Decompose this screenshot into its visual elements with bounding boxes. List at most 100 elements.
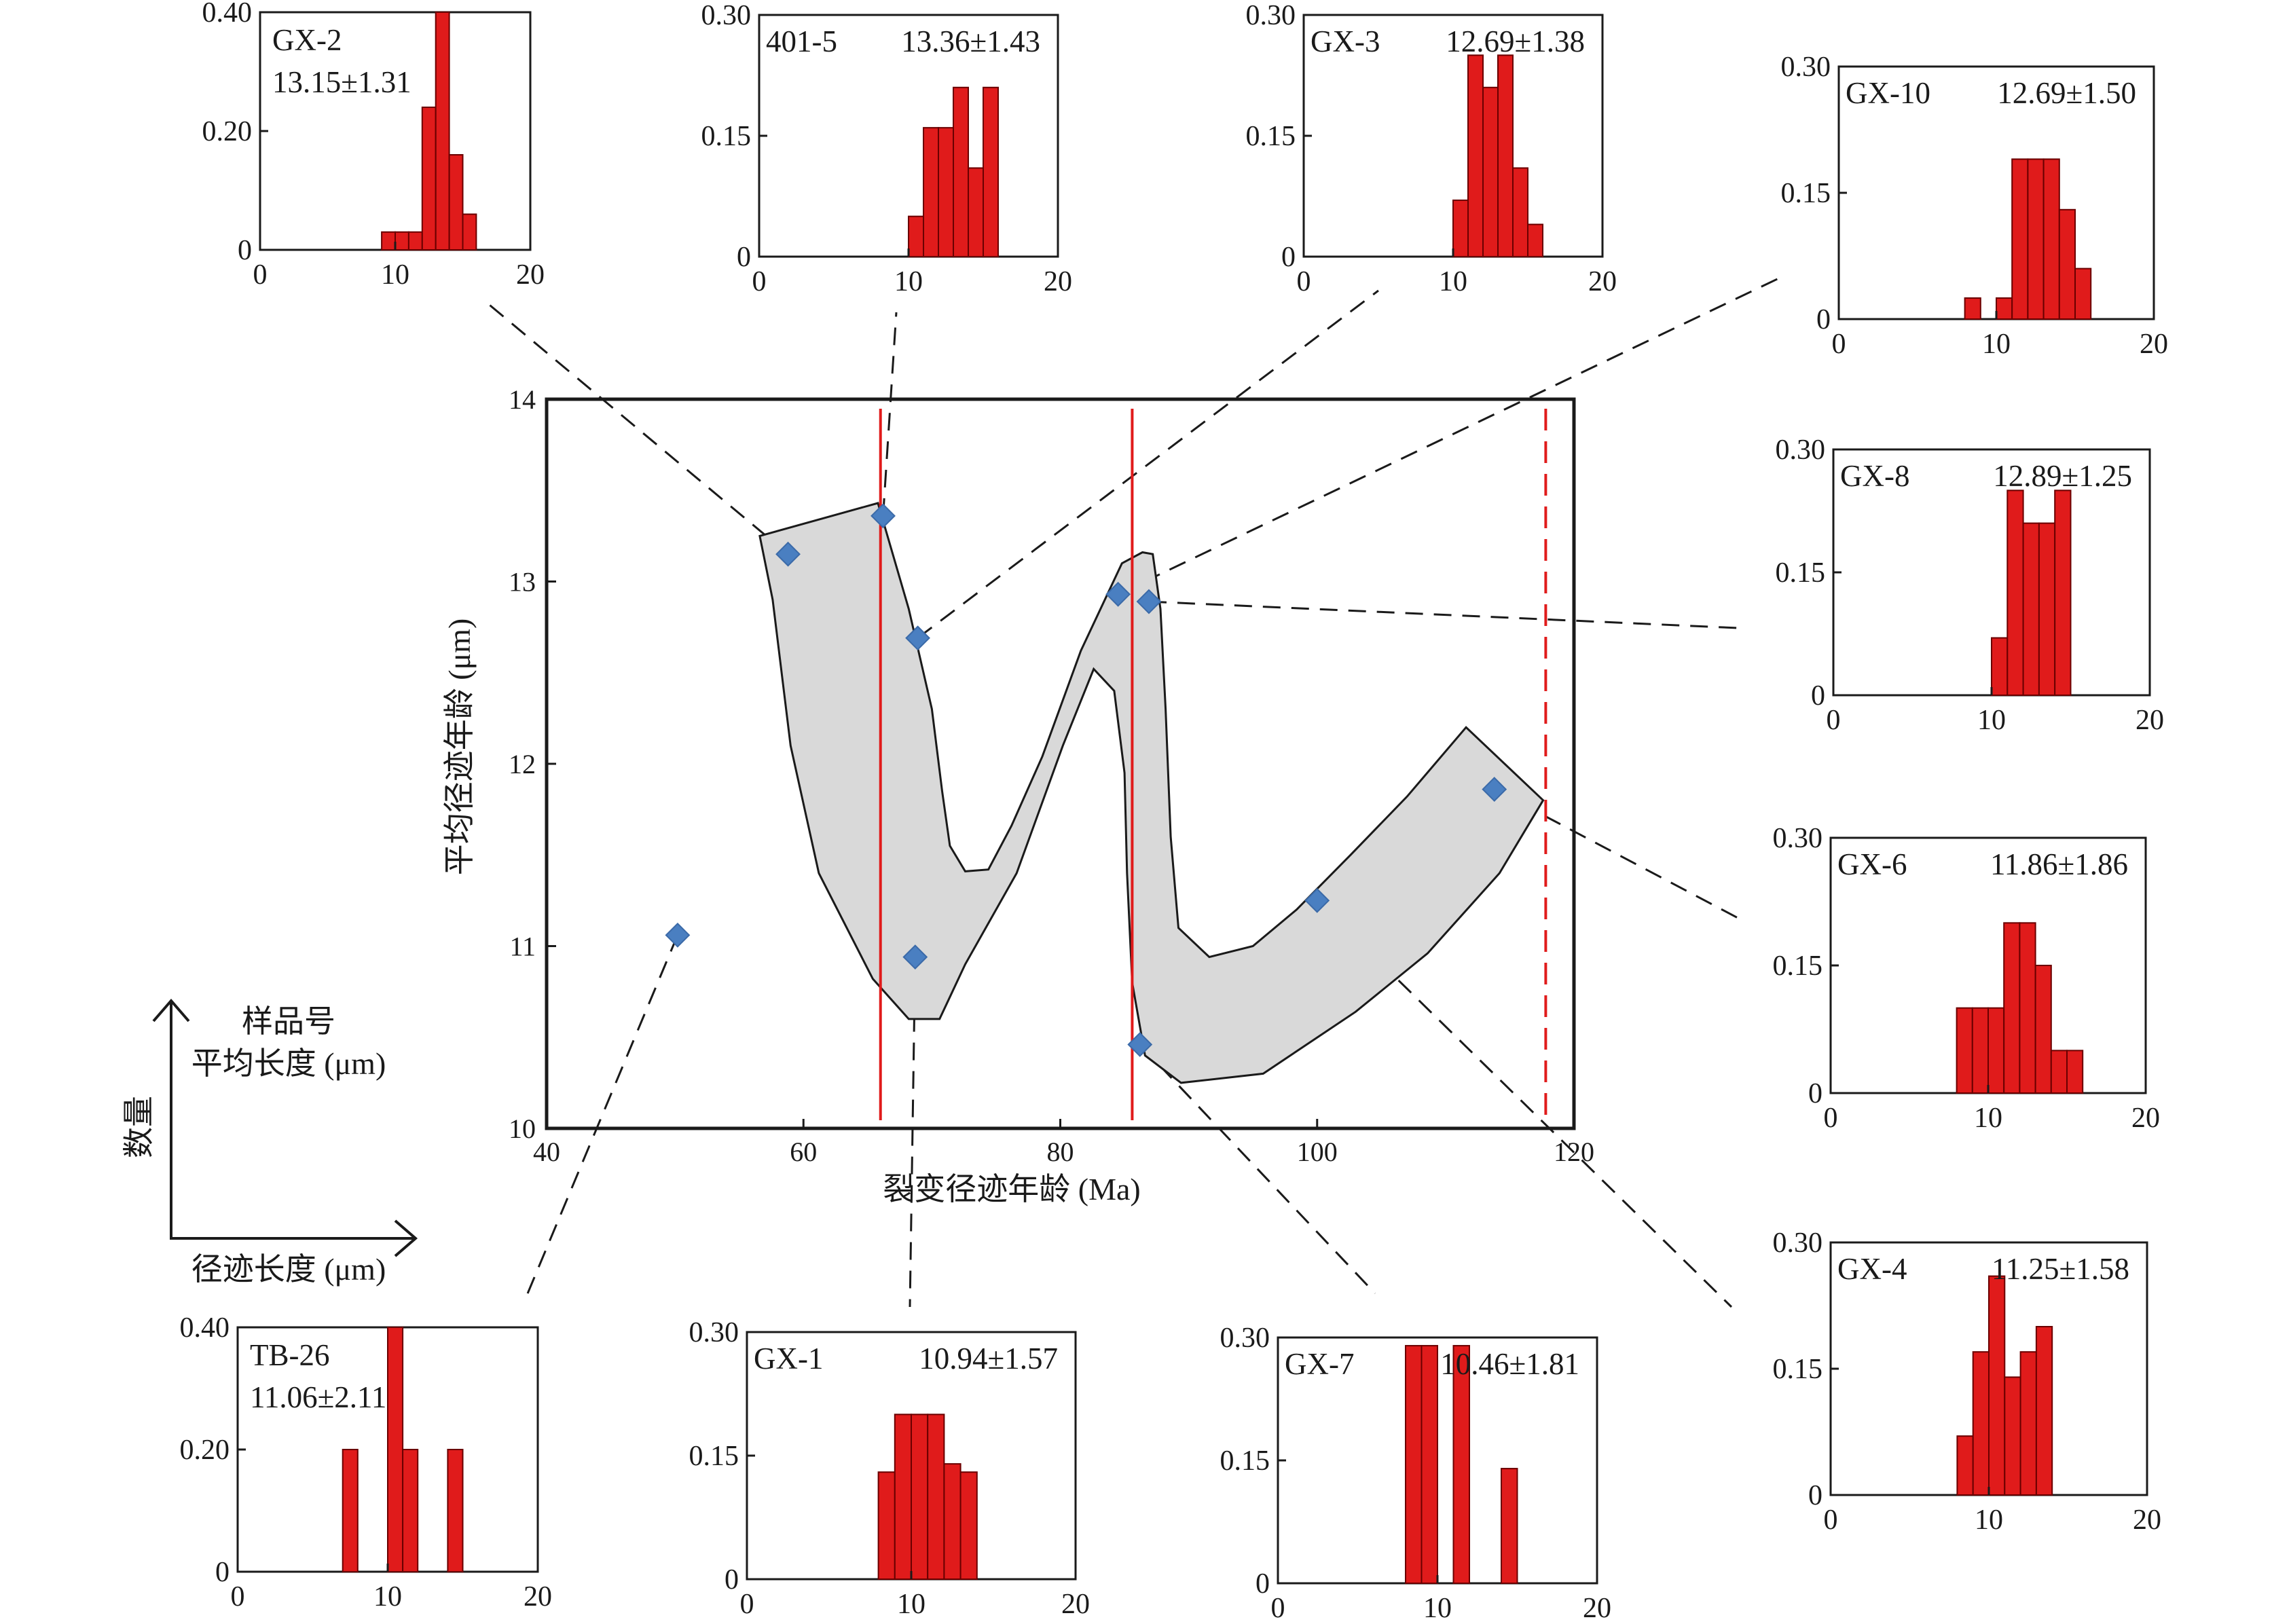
histogram-y-tick-label: 0.15 [689, 1441, 739, 1472]
histogram-bar [421, 107, 437, 251]
axis-ticks: 40 60 80 100 120 10 11 12 13 14 [509, 384, 1594, 1167]
leader-line-gx-6 [1494, 788, 1742, 921]
histogram-y-tick-label: 0 [737, 242, 751, 273]
histogram-x-tick-label: 0 [1824, 1505, 1838, 1536]
histogram-y-tick-label: 0.20 [202, 116, 253, 147]
histogram-bar [1971, 1007, 1990, 1094]
x-tick-label: 100 [1297, 1137, 1338, 1167]
histogram-bar [923, 127, 939, 257]
histogram-x-tick-label: 10 [381, 259, 409, 291]
histogram-x-tick-label: 20 [1061, 1589, 1090, 1620]
x-axis-title: 裂变径迹年龄 (Ma) [883, 1172, 1140, 1206]
histogram-bar [2022, 522, 2040, 696]
histogram-bar [2007, 490, 2024, 696]
histogram-bar [2074, 267, 2092, 320]
histogram-x-tick-label: 10 [1439, 266, 1467, 297]
leader-line-gx-10 [1117, 274, 1787, 595]
histogram-bar [959, 1471, 978, 1580]
data-points [665, 503, 1507, 1057]
histogram-x-tick-label: 20 [2140, 329, 2168, 360]
histogram-bar [2066, 1050, 2084, 1094]
histogram-y-tick-label: 0.40 [202, 0, 253, 29]
x-tick-label: 80 [1047, 1137, 1074, 1167]
histogram-sample-label: GX-4 [1837, 1252, 1907, 1286]
histogram-x-tick-label: 20 [2133, 1505, 2161, 1536]
leader-line-401-5 [882, 312, 898, 516]
histogram-bar [1452, 1345, 1470, 1584]
shaded-region [758, 502, 1545, 1084]
histogram-x-tick-label: 0 [253, 259, 268, 291]
histogram-bar [447, 1449, 464, 1572]
histogram-x-tick-label: 0 [1271, 1593, 1285, 1624]
histogram-bar [2003, 922, 2021, 1094]
x-tick-label: 120 [1554, 1137, 1594, 1167]
histogram-x-tick-label: 10 [894, 266, 923, 297]
histogram-gx-2: 0 0.20 0.40 0 10 20 GX-2 13.15±1.31 [202, 0, 545, 291]
histogram-bar [894, 1414, 913, 1580]
data-point-gx-8 [1136, 589, 1162, 614]
histogram-x-tick-label: 10 [1982, 329, 2011, 360]
legend-y-arrow [152, 998, 190, 1022]
histogram-y-tick-label: 0.30 [1246, 0, 1296, 31]
histogram-bar [1991, 637, 2009, 696]
leader-line-gx-3 [917, 289, 1379, 639]
histogram-x-tick-label: 0 [1827, 705, 1841, 736]
histogram-x-tick-label: 10 [1423, 1593, 1452, 1624]
legend-y-axis-label: 数量 [122, 1096, 156, 1158]
data-point-gx-4 [1304, 887, 1330, 913]
histogram-mean-label: 11.86±1.86 [1990, 847, 2128, 881]
y-tick-label: 14 [509, 384, 536, 415]
histogram-gx-3: 0 0.15 0.30 0 10 20 GX-3 12.69±1.38 [1246, 0, 1617, 297]
histogram-x-tick-label: 20 [1588, 266, 1617, 297]
legend-diagram: 样品号 平均长度 (μm) 数量 径迹长度 (μm) [122, 998, 418, 1287]
histogram-bar [943, 1463, 961, 1580]
histogram-bar [1405, 1345, 1423, 1584]
leader-line-gx-2 [481, 297, 789, 555]
histogram-bar [1956, 1435, 1974, 1496]
histogram-x-tick-label: 20 [2136, 705, 2164, 736]
histogram-bar [2035, 1326, 2053, 1496]
histogram-sample-label: GX-3 [1311, 24, 1380, 58]
histogram-bar [2019, 922, 2036, 1094]
histogram-x-tick-label: 20 [2131, 1103, 2160, 1134]
histogram-bar [908, 215, 924, 257]
histogram-gx-8: 0 0.15 0.30 0 10 20 GX-8 12.89±1.25 [1776, 435, 2165, 736]
histogram-sample-label: GX-8 [1840, 459, 1909, 493]
histogram-sample-label: GX-7 [1285, 1347, 1354, 1381]
histogram-x-tick-label: 20 [524, 1581, 552, 1612]
histogram-y-tick-label: 0.30 [1773, 1228, 1823, 1259]
histogram-sample-label: 401-5 [766, 24, 837, 58]
histogram-bar [1996, 297, 2013, 320]
histogram-y-tick-label: 0.30 [1781, 52, 1831, 83]
histogram-x-tick-label: 10 [897, 1589, 926, 1620]
histogram-sample-label: GX-2 [272, 23, 342, 57]
histogram-bar [877, 1471, 896, 1580]
histogram-bar [2034, 965, 2052, 1094]
histogram-bar [2004, 1376, 2021, 1496]
histogram-y-tick-label: 0.30 [1776, 435, 1826, 466]
histogram-y-tick-label: 0.15 [1773, 951, 1823, 982]
histogram-y-tick-label: 0.30 [1773, 823, 1823, 854]
histogram-mean-label: 12.89±1.25 [1993, 459, 2132, 493]
histogram-bar [983, 86, 999, 257]
y-tick-label: 10 [509, 1113, 536, 1144]
histogram-y-tick-label: 0.15 [1776, 557, 1826, 589]
histogram-bar [2038, 522, 2056, 696]
histogram-bar [1988, 1275, 2006, 1496]
histogram-y-tick-label: 0 [1808, 1078, 1822, 1109]
histogram-bar [938, 127, 954, 257]
histogram-gx-10: 0 0.15 0.30 0 10 20 GX-10 12.69±1.50 [1781, 52, 2169, 360]
histogram-y-tick-label: 0.30 [689, 1317, 739, 1348]
histogram-x-tick-label: 20 [1583, 1593, 1611, 1624]
histogram-y-tick-label: 0 [215, 1557, 230, 1588]
histogram-y-tick-label: 0.30 [1220, 1323, 1270, 1354]
histogram-bar [342, 1449, 359, 1572]
histogram-bar [1964, 297, 1981, 320]
histogram-x-tick-label: 10 [1974, 1103, 2002, 1134]
histogram-sample-label: TB-26 [250, 1338, 330, 1372]
histogram-x-tick-label: 0 [740, 1589, 754, 1620]
histogram-y-tick-label: 0 [1256, 1568, 1270, 1600]
histogram-x-tick-label: 10 [1977, 705, 2006, 736]
data-point-gx-6 [1482, 777, 1507, 802]
